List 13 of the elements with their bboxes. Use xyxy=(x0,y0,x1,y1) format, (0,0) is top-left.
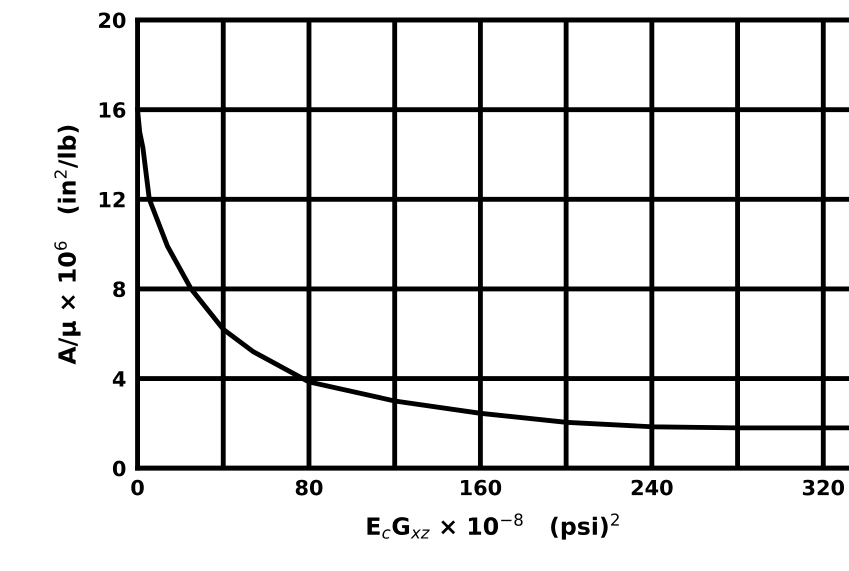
y-tick-label: 12 xyxy=(100,192,125,208)
text: E$_{c}$G$_{xz}$ × 10$^{−8}$ (psi)$^{2}$ xyxy=(367,513,619,540)
y-tick-label: 4 xyxy=(112,371,126,386)
y-tick-label: 8 xyxy=(113,281,126,298)
x-tick-label: 320 xyxy=(802,480,844,496)
y-tick-label: 16 xyxy=(100,102,126,118)
text: A/μ × 10$^{6}$ (in$^{2}$/lb) xyxy=(54,126,81,365)
x-tick-label: 80 xyxy=(296,480,322,496)
x-tick-label: 160 xyxy=(461,480,502,496)
y-tick-label: 20 xyxy=(99,12,126,28)
y-tick-label: 0 xyxy=(112,460,126,476)
x-tick-label: 240 xyxy=(632,480,673,496)
x-tick-label: 0 xyxy=(131,480,144,496)
